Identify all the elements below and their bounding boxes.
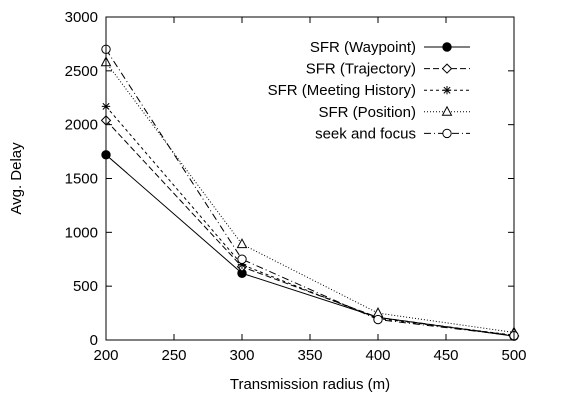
legend-label: seek and focus xyxy=(315,125,416,142)
x-axis-ticks: 200 250 300 350 400 450 500 xyxy=(93,17,527,364)
data-point-open-circle xyxy=(442,128,452,139)
x-tick-label: 250 xyxy=(161,347,186,364)
x-tick-label: 500 xyxy=(501,347,526,364)
data-point-triangle xyxy=(236,238,248,249)
data-point-open-circle xyxy=(237,254,247,264)
y-axis-ticks: 0 500 1000 1500 2000 2500 3000 xyxy=(65,9,514,349)
x-tick-label: 450 xyxy=(433,347,458,364)
data-point-filled-circle xyxy=(442,42,452,52)
legend-item: SFR (Meeting History) xyxy=(268,82,470,99)
legend-item: SFR (Position) xyxy=(318,104,470,121)
x-tick-label: 400 xyxy=(365,347,390,364)
data-point-open-circle xyxy=(373,314,383,325)
legend: SFR (Waypoint) SFR (Trajectory) SFR (Meeti… xyxy=(268,39,470,142)
x-tick-label: 350 xyxy=(297,347,322,364)
data-point-diamond xyxy=(441,63,453,74)
legend-label: SFR (Meeting History) xyxy=(268,82,416,99)
series-layer xyxy=(100,44,520,341)
legend-item: SFR (Waypoint) xyxy=(310,39,470,56)
y-tick-label: 2000 xyxy=(65,117,98,134)
x-axis-label: Transmission radius (m) xyxy=(230,376,390,393)
plot-frame xyxy=(105,16,515,341)
y-tick-label: 1500 xyxy=(65,171,98,188)
series-line xyxy=(105,120,515,337)
x-tick-label: 300 xyxy=(229,347,254,364)
asterisk-stroke xyxy=(443,86,451,94)
y-axis-label: Avg. Delay xyxy=(8,142,25,215)
series xyxy=(100,115,520,341)
series-line xyxy=(105,61,515,333)
data-point-triangle xyxy=(441,105,453,116)
legend-label: SFR (Waypoint) xyxy=(310,39,416,56)
data-point-asterisk xyxy=(442,86,452,95)
legend-item: seek and focus xyxy=(315,125,470,142)
y-tick-label: 0 xyxy=(90,332,98,349)
y-tick-label: 500 xyxy=(73,278,98,295)
series-line xyxy=(105,106,515,336)
series xyxy=(101,102,519,340)
x-tick-label: 200 xyxy=(93,347,118,364)
series-line xyxy=(105,49,515,337)
legend-label: SFR (Position) xyxy=(318,104,416,121)
y-tick-label: 2500 xyxy=(65,63,98,80)
y-tick-label: 1000 xyxy=(65,224,98,241)
legend-label: SFR (Trajectory) xyxy=(306,61,416,78)
series-line xyxy=(105,154,515,337)
series xyxy=(101,150,519,341)
y-tick-label: 3000 xyxy=(65,9,98,26)
legend-item: SFR (Trajectory) xyxy=(306,61,470,78)
